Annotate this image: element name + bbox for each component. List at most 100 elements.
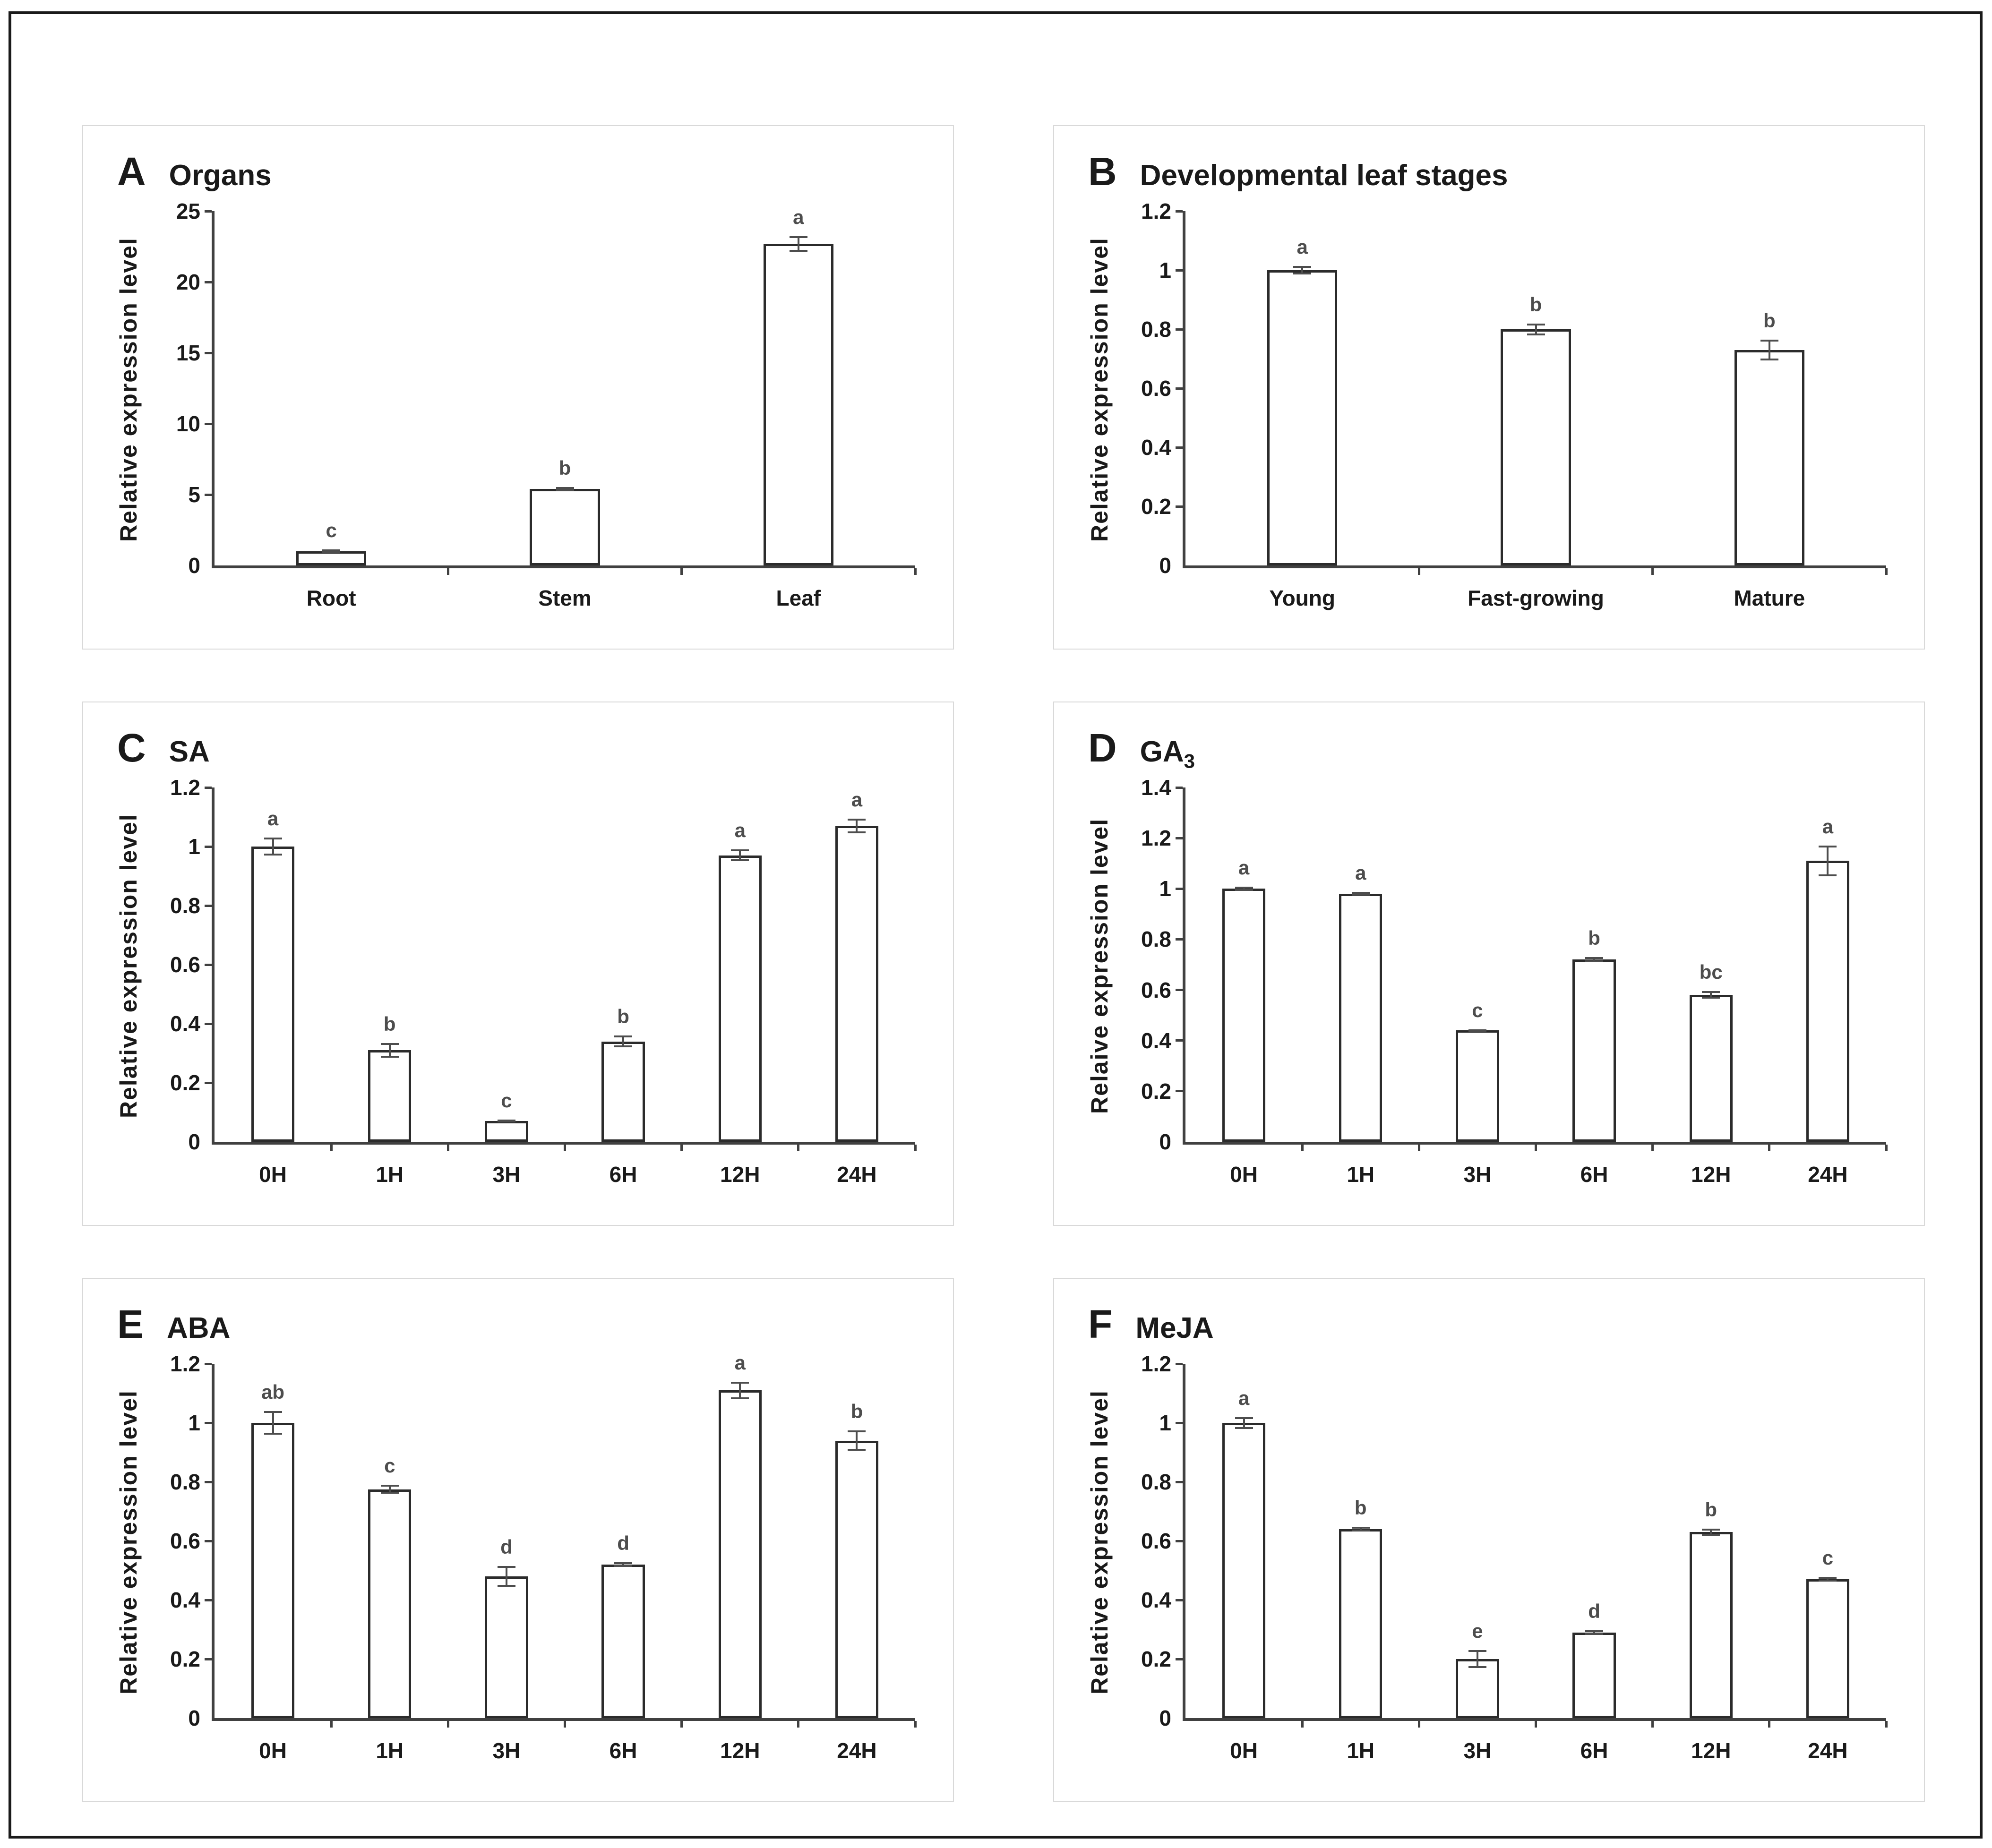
error-bar [1593, 957, 1596, 962]
y-axis-title: Relative expression level [1086, 1390, 1113, 1695]
panel-title-text: SA [169, 736, 210, 768]
y-tick-mark [1176, 1090, 1183, 1093]
error-bar [856, 1430, 858, 1451]
x-category-label: 12H [1691, 1162, 1731, 1187]
panel-b-developmental-leaf-stages: B Developmental leaf stages Relative exp… [1053, 125, 1925, 650]
panel-title-text: GA [1140, 736, 1184, 768]
error-bar-cap-top [614, 1035, 633, 1037]
x-category-label: 0H [259, 1162, 287, 1187]
x-tick-mark [1651, 1145, 1654, 1151]
significance-letter: a [1355, 861, 1366, 884]
bar [485, 1576, 528, 1718]
bar [763, 244, 833, 565]
error-bar-cap-bottom [614, 1045, 633, 1047]
panel-letter: C [117, 726, 146, 770]
error-bar [1243, 887, 1245, 891]
error-bar-cap-bottom [1702, 1533, 1720, 1536]
significance-letter: a [1822, 815, 1834, 838]
significance-letter: a [267, 807, 279, 830]
x-category-label: 3H [1463, 1162, 1492, 1187]
bar-chart: Relative expression level 0 0.2 0.4 0.6 0.8 1 1… [93, 773, 934, 1215]
y-tick-mark [1176, 505, 1183, 508]
error-bar [272, 1411, 274, 1435]
x-category-label: 1H [1347, 1738, 1375, 1763]
panel-letter: F [1088, 1302, 1113, 1346]
x-tick-mark [1417, 1145, 1420, 1151]
x-category-label: 3H [492, 1162, 521, 1187]
x-tick-mark [1768, 1721, 1771, 1728]
significance-letter: d [500, 1536, 513, 1558]
error-bar-cap-bottom [1819, 1580, 1837, 1582]
bar [1572, 959, 1616, 1142]
bar [601, 1041, 645, 1142]
y-tick-label: 1 [188, 834, 200, 859]
y-tick-mark [205, 904, 212, 907]
x-tick-mark [1301, 1145, 1304, 1151]
x-tick-mark [797, 1145, 800, 1151]
x-tick-mark [914, 1145, 917, 1151]
error-bar [388, 1485, 391, 1494]
significance-letter: a [1238, 1386, 1250, 1409]
bar [1734, 350, 1804, 565]
x-category-label: 6H [609, 1738, 637, 1763]
x-tick-mark [1417, 1721, 1420, 1728]
error-bar-cap-top [1527, 323, 1545, 325]
y-tick-mark [1176, 989, 1183, 992]
y-tick-label: 0 [188, 1706, 200, 1730]
error-bar [505, 1566, 507, 1587]
error-bar-cap-bottom [1235, 889, 1253, 891]
error-bar [388, 1043, 391, 1058]
x-category-label: 1H [1347, 1162, 1375, 1187]
significance-letter: a [734, 819, 746, 842]
y-tick-mark [1176, 328, 1183, 331]
y-tick-label: 5 [188, 482, 200, 507]
y-tick-label: 0.4 [170, 1011, 200, 1036]
bar [296, 551, 367, 565]
y-tick-label: 1 [1159, 876, 1171, 901]
panel-title-text: Organs [169, 159, 272, 192]
error-bar [739, 1381, 741, 1399]
y-axis-title: Relative expression level [115, 1390, 142, 1695]
error-bar-cap-bottom [1351, 894, 1370, 896]
error-bar [1768, 339, 1770, 360]
y-tick-mark [205, 351, 212, 354]
error-bar [1359, 1527, 1362, 1531]
x-tick-mark [680, 1145, 683, 1151]
significance-letter: c [1822, 1547, 1834, 1569]
x-tick-mark [564, 1721, 566, 1728]
panel-title-text: ABA [167, 1312, 231, 1344]
y-tick-label: 0.4 [170, 1588, 200, 1612]
y-tick-label: 1.2 [1141, 1352, 1171, 1376]
error-bar-cap-top [1702, 991, 1720, 993]
y-tick-label: 1 [188, 1411, 200, 1435]
y-tick-label: 0.4 [1141, 1588, 1171, 1612]
panel-title-text: Developmental leaf stages [1140, 159, 1508, 192]
y-tick-mark [1176, 1599, 1183, 1601]
error-bar-cap-bottom [380, 1055, 399, 1058]
x-category-label: 6H [609, 1162, 637, 1187]
x-category-label: Mature [1734, 586, 1805, 610]
y-tick-mark [205, 1540, 212, 1542]
error-bar-cap-top [1293, 265, 1312, 268]
panel-title: Developmental leaf stages [1140, 159, 1508, 196]
x-category-label: 0H [1230, 1162, 1258, 1187]
significance-letter: b [558, 457, 571, 479]
bar [530, 489, 600, 565]
bar [1689, 995, 1733, 1142]
error-bar-cap-top [380, 1043, 399, 1045]
x-category-label: 6H [1580, 1162, 1608, 1187]
significance-letter: d [1588, 1600, 1600, 1622]
x-tick-mark [446, 568, 449, 575]
y-tick-label: 0 [188, 1129, 200, 1154]
x-category-label: 0H [259, 1738, 287, 1763]
significance-letter: b [1588, 926, 1600, 949]
x-category-label: 3H [492, 1738, 521, 1763]
y-tick-mark [205, 1421, 212, 1424]
y-tick-mark [1176, 210, 1183, 213]
x-tick-mark [1417, 568, 1420, 575]
error-bar-cap-bottom [1468, 1666, 1486, 1668]
error-bar-cap-bottom [1351, 1530, 1370, 1531]
x-tick-mark [330, 1145, 333, 1151]
y-tick-mark [205, 963, 212, 966]
y-tick-label: 0.8 [170, 893, 200, 918]
